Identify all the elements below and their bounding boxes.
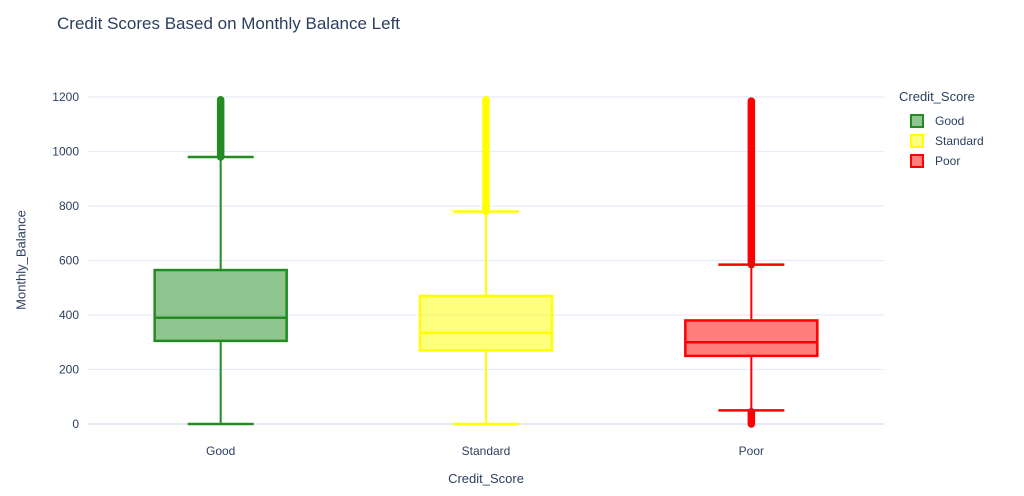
legend-entry-label: Good — [935, 114, 965, 128]
legend: Credit_Score Good Standard Poor — [899, 89, 984, 171]
y-tick-label-1200: 1200 — [52, 90, 79, 104]
legend-swatch-icon — [910, 154, 924, 168]
y-tick-label-600: 600 — [59, 254, 79, 268]
legend-title: Credit_Score — [899, 89, 975, 104]
legend-entry-label: Standard — [935, 134, 984, 148]
legend-entry-good[interactable]: Good — [899, 111, 984, 131]
x-tick-label-standard: Standard — [462, 444, 511, 458]
legend-entry-poor[interactable]: Poor — [899, 151, 984, 171]
legend-entry-label: Poor — [935, 154, 961, 168]
box-trace-standard[interactable] — [418, 95, 554, 426]
legend-entries: Good Standard Poor — [899, 111, 984, 171]
legend-swatch-icon — [910, 134, 924, 148]
box-trace-poor[interactable] — [684, 97, 819, 428]
box-trace-good[interactable] — [153, 95, 288, 426]
y-tick-label-400: 400 — [59, 308, 79, 322]
legend-swatch-icon — [910, 114, 924, 128]
iqr-box — [684, 319, 819, 358]
y-tick-label-800: 800 — [59, 199, 79, 213]
x-axis-title: Credit_Score — [448, 471, 524, 486]
x-tick-label-good: Good — [206, 444, 235, 458]
iqr-box — [153, 268, 288, 343]
y-tick-label-0: 0 — [72, 417, 79, 431]
y-tick-label-200: 200 — [59, 363, 79, 377]
x-tick-label-poor: Poor — [739, 444, 764, 458]
y-axis-title: Monthly_Balance — [13, 210, 29, 310]
chart-title: Credit Scores Based on Monthly Balance L… — [57, 14, 401, 33]
legend-entry-standard[interactable]: Standard — [899, 131, 984, 151]
iqr-box — [418, 294, 554, 352]
y-tick-label-1000: 1000 — [52, 145, 79, 159]
